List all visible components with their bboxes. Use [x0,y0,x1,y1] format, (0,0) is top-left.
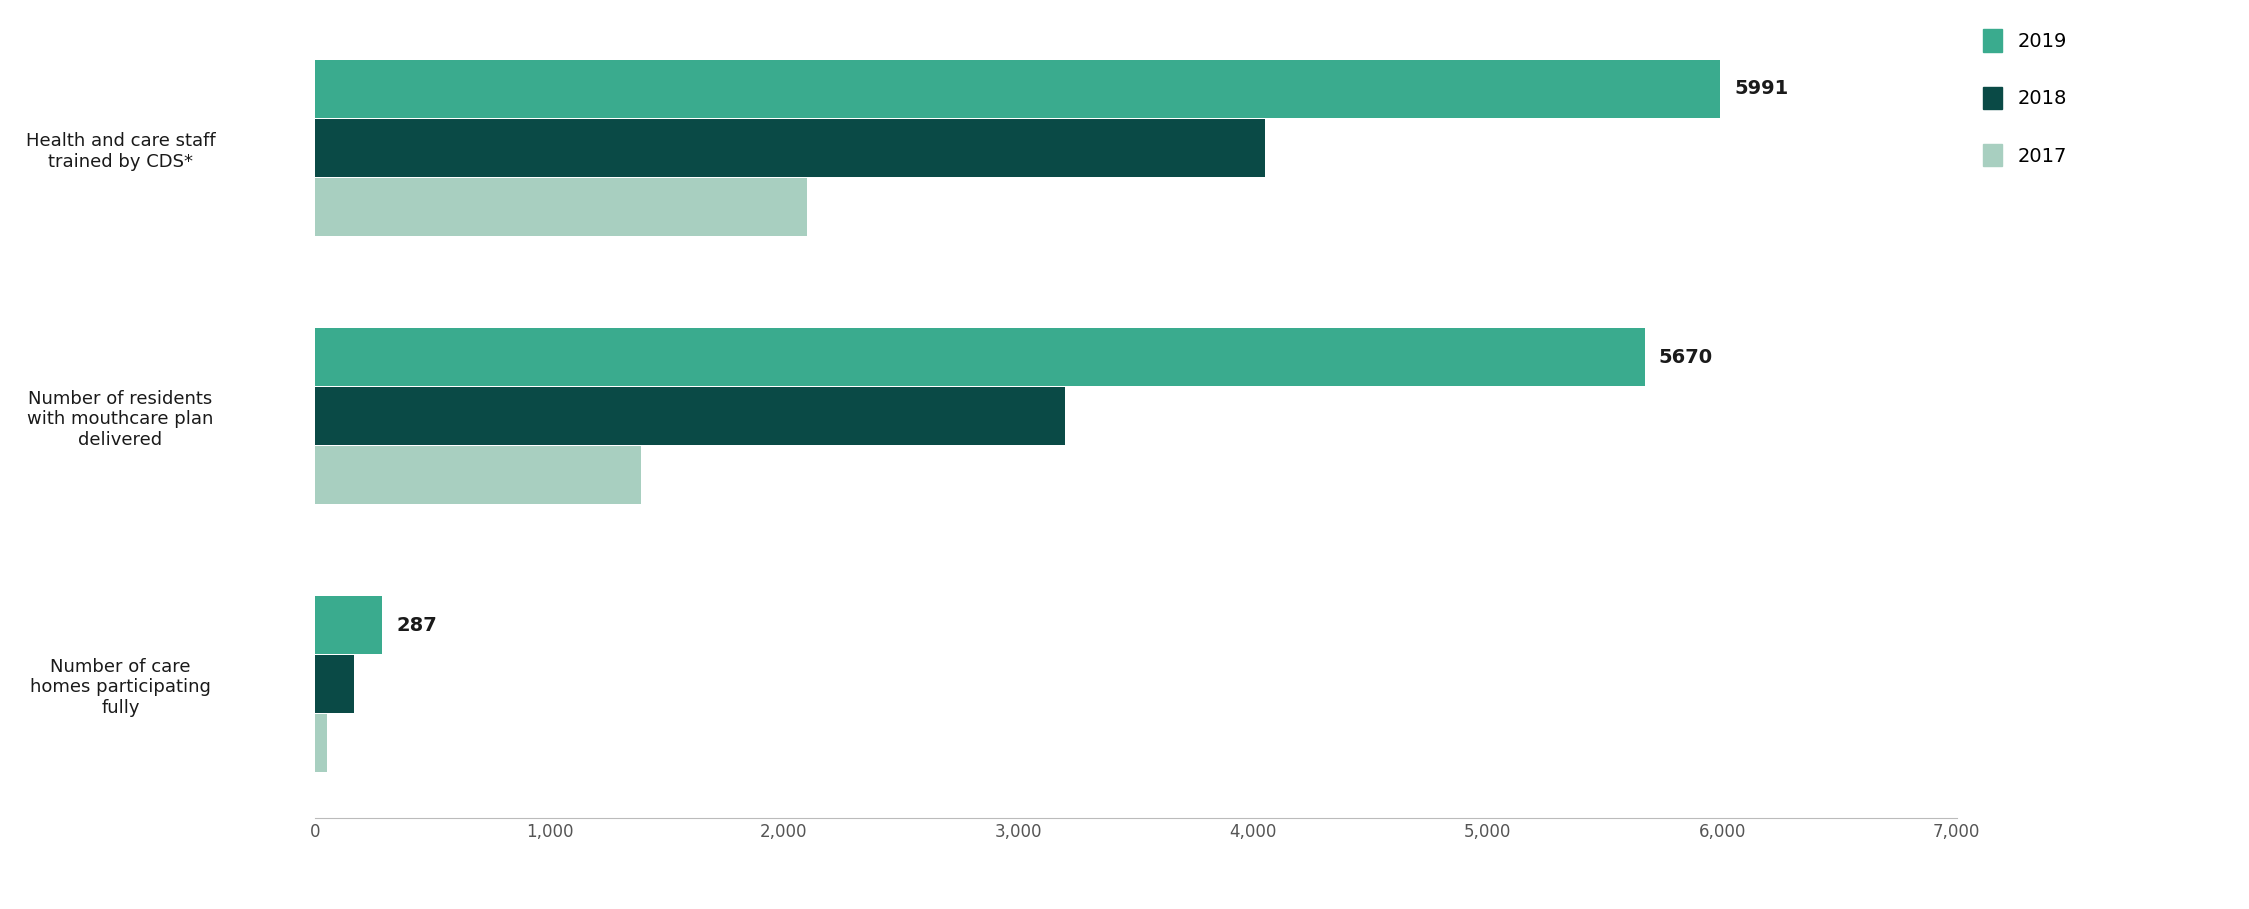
Bar [315,446,641,504]
Bar [315,714,326,772]
Bar [315,60,1720,118]
Bar [315,655,353,713]
Bar [315,596,382,654]
Legend: 2019, 2018, 2017: 2019, 2018, 2017 [1984,29,2067,166]
Bar [315,178,807,235]
Text: 5670: 5670 [1660,347,1714,366]
Text: 5991: 5991 [1734,79,1788,98]
Bar [315,328,1644,386]
Bar [315,387,1066,445]
Text: 287: 287 [396,615,436,634]
Bar [315,119,1264,177]
